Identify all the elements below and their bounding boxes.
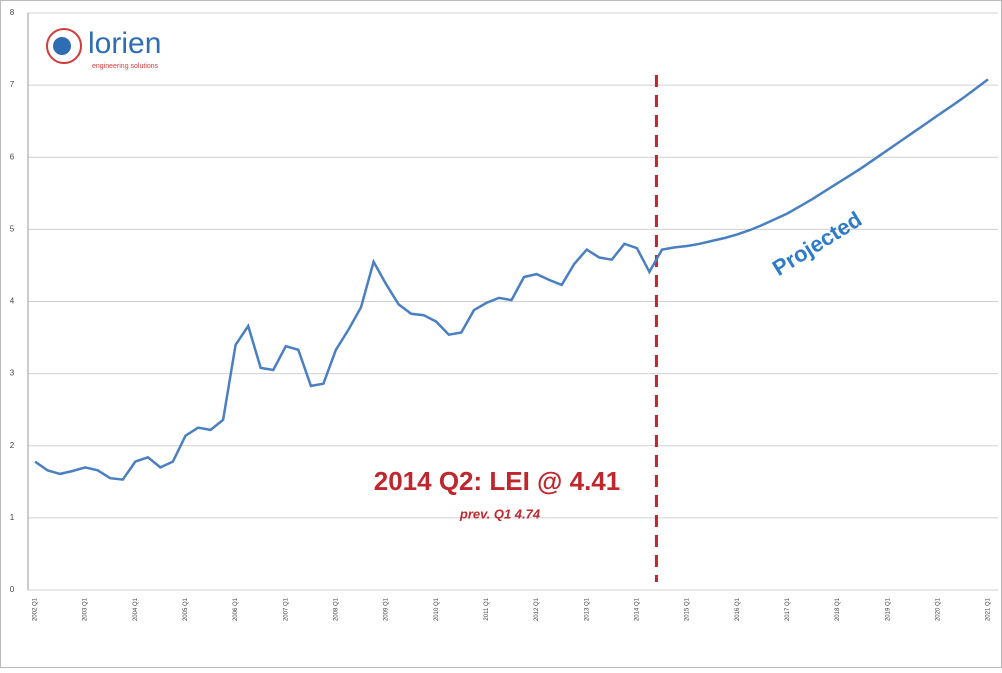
x-tick-label: 2020 Q1 <box>935 597 941 621</box>
logo-tagline: engineering solutions <box>92 63 159 70</box>
x-tick-label: 2017 Q1 <box>785 597 791 621</box>
series-line <box>34 78 989 481</box>
x-tick-label: 2004 Q1 <box>133 597 139 621</box>
x-tick-label: 2015 Q1 <box>685 597 691 621</box>
x-tick-label: 2003 Q1 <box>83 597 89 621</box>
x-tick-label: 2018 Q1 <box>835 597 841 621</box>
logo-dot <box>53 37 71 55</box>
y-tick-label: 0 <box>10 585 15 594</box>
y-tick-label: 6 <box>10 152 15 161</box>
axes: 0 1 2 3 4 5 6 7 8 2002 Q1 2003 Q1 2004 Q1 2005 Q1 200… <box>10 8 998 621</box>
x-tick-label: 2011 Q1 <box>484 597 490 620</box>
x-tick-label: 2012 Q1 <box>534 597 540 621</box>
x-tick-label: 2007 Q1 <box>283 597 289 621</box>
x-tick-label: 2008 Q1 <box>334 597 340 621</box>
x-tick-label: 2009 Q1 <box>384 597 390 621</box>
x-tick-label: 2006 Q1 <box>233 597 239 621</box>
series <box>34 78 989 481</box>
logo-name: lorien <box>88 27 161 60</box>
y-tick-label: 4 <box>10 297 15 306</box>
annotation: 2014 Q2: LEI @ 4.41 <box>374 466 620 496</box>
x-tick-label: 2019 Q1 <box>885 597 891 621</box>
y-tick-label: 3 <box>10 369 15 378</box>
x-tick-label: 2005 Q1 <box>183 597 189 621</box>
logo: lorien engineering solutions <box>46 27 161 70</box>
x-tick-label: 2021 Q1 <box>986 597 992 621</box>
x-tick-label: 2013 Q1 <box>584 597 590 621</box>
y-tick-label: 2 <box>10 441 15 450</box>
x-tick-label: 2010 Q1 <box>434 597 440 621</box>
annotation: prev. Q1 4.74 <box>459 506 541 521</box>
y-tick-label: 7 <box>10 80 15 89</box>
y-tick-label: 8 <box>10 8 15 17</box>
x-tick-label: 2014 Q1 <box>634 597 640 621</box>
y-tick-label: 1 <box>10 513 15 522</box>
logo-ring <box>46 28 82 64</box>
x-tick-label: 2002 Q1 <box>33 597 39 621</box>
x-tick-label: 2016 Q1 <box>735 597 741 621</box>
y-tick-label: 5 <box>10 224 15 233</box>
